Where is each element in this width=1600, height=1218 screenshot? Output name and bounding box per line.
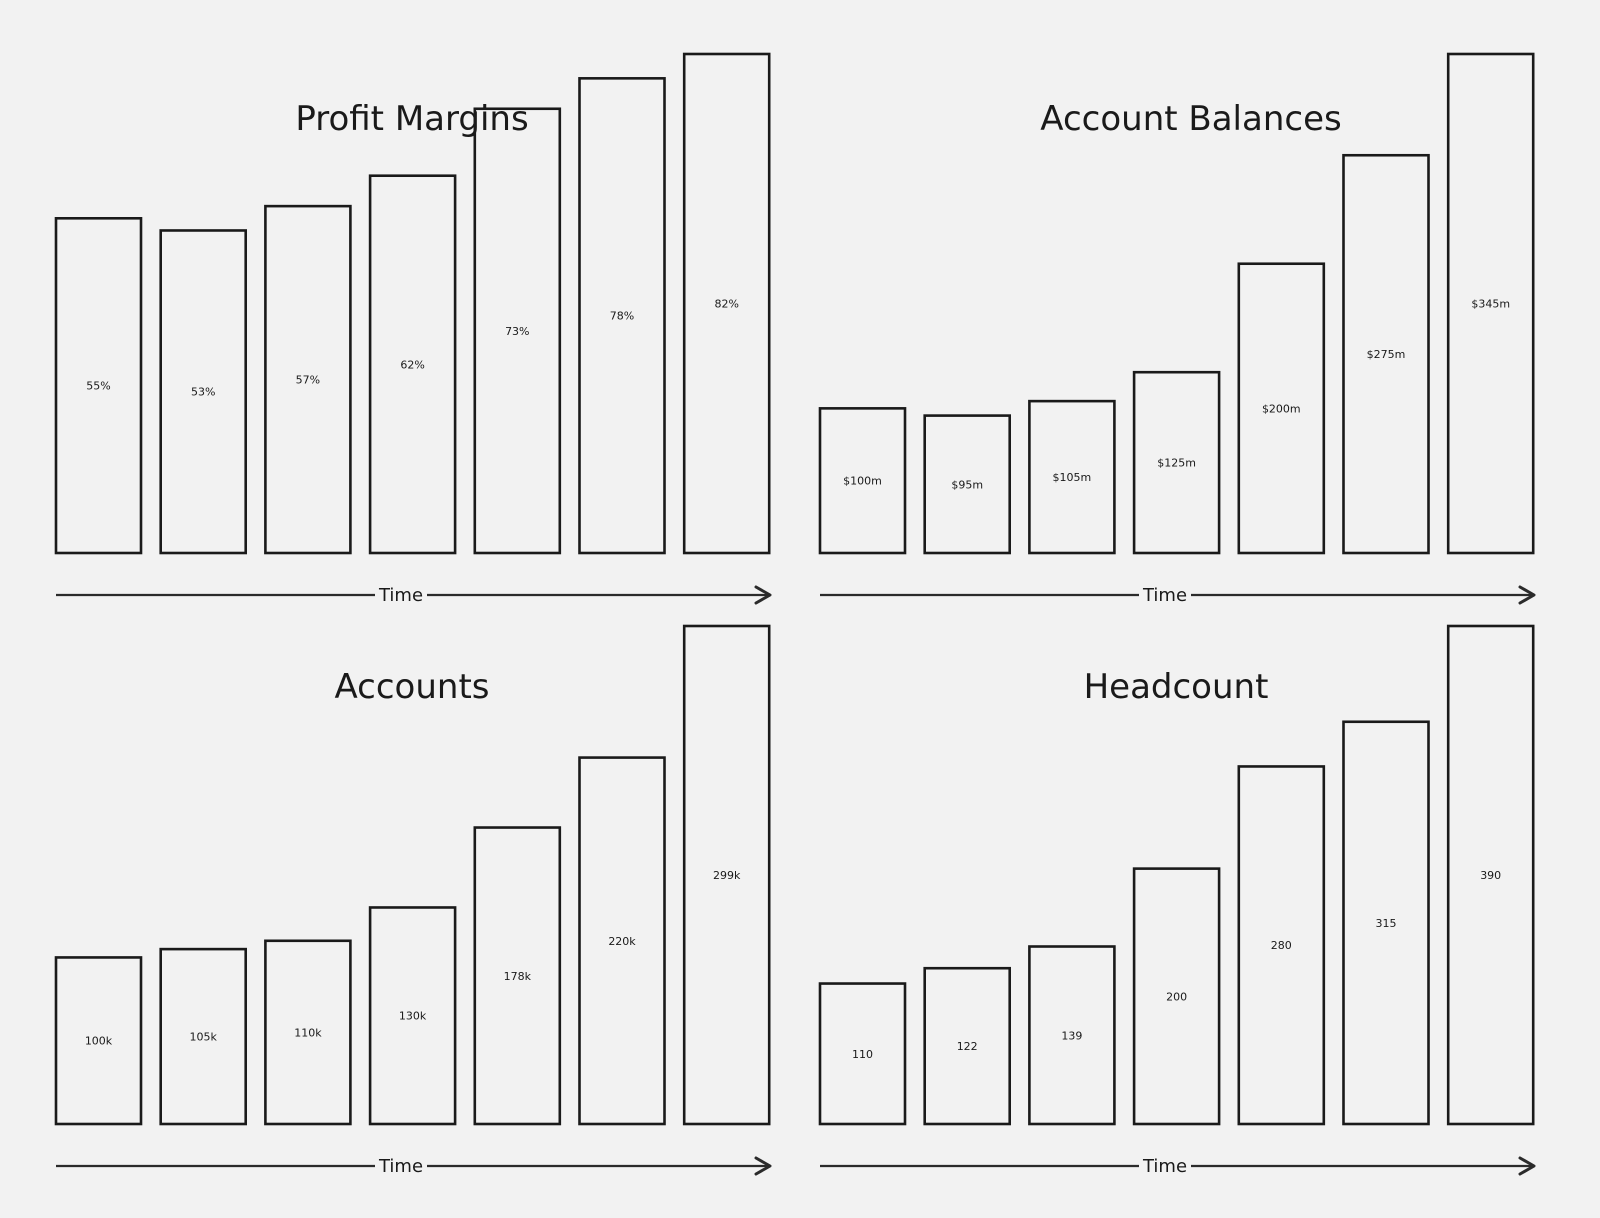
bar-value-label: $95m bbox=[951, 478, 983, 491]
chart-panel-1: Profit Margins 55% 53% 57% 62% 73% 78% 82% Time bbox=[54, 52, 772, 606]
bar-2 bbox=[159, 229, 247, 555]
bar-4 bbox=[1132, 867, 1221, 1126]
bar-4 bbox=[368, 906, 457, 1126]
chart-panel-4: Headcount 110 122 139 200 280 315 390 Time bbox=[818, 624, 1536, 1177]
bar-5 bbox=[473, 826, 562, 1126]
bar-value-label: $100m bbox=[843, 475, 882, 488]
bar-7 bbox=[1446, 624, 1535, 1126]
bar-value-label: $125m bbox=[1157, 457, 1196, 470]
bar-2 bbox=[923, 966, 1012, 1126]
bar-6 bbox=[1342, 720, 1430, 1126]
bar-value-label: 110 bbox=[852, 1048, 873, 1061]
bar-value-label: $105m bbox=[1053, 471, 1092, 484]
bar-value-label: 73% bbox=[505, 325, 529, 338]
bar-value-label: 55% bbox=[86, 380, 110, 393]
bar-value-label: 122 bbox=[957, 1040, 978, 1053]
chart-title: Headcount bbox=[1084, 667, 1269, 707]
bar-6 bbox=[578, 756, 666, 1126]
x-axis-label: Time bbox=[378, 1156, 423, 1177]
bar-3 bbox=[1028, 399, 1116, 555]
bar-value-label: 139 bbox=[1061, 1029, 1082, 1042]
bar-value-label: 315 bbox=[1376, 917, 1397, 930]
arrow-right-icon bbox=[1518, 1156, 1536, 1176]
bar-1 bbox=[818, 407, 907, 555]
bar-6 bbox=[1342, 153, 1430, 555]
bar-3 bbox=[264, 939, 352, 1126]
arrow-right-icon bbox=[754, 1156, 772, 1176]
bar-4 bbox=[368, 174, 457, 555]
bar-value-label: 280 bbox=[1271, 939, 1292, 952]
bar-1 bbox=[54, 956, 143, 1126]
chart-title: Profit Margins bbox=[295, 99, 528, 139]
bar-7 bbox=[1446, 52, 1535, 555]
bar-5 bbox=[473, 107, 562, 555]
bar-6 bbox=[578, 77, 666, 555]
bar-7 bbox=[682, 52, 771, 555]
bar-2 bbox=[923, 414, 1012, 555]
bar-5 bbox=[1237, 765, 1326, 1126]
bar-value-label: $275m bbox=[1367, 348, 1406, 361]
bar-value-label: $200m bbox=[1262, 402, 1301, 415]
bar-4 bbox=[1132, 370, 1221, 555]
chart-panel-2: Account Balances $100m $95m $105m $125m $200m… bbox=[818, 52, 1536, 606]
bar-value-label: 53% bbox=[191, 386, 215, 399]
x-axis-label: Time bbox=[378, 585, 423, 606]
arrow-right-icon bbox=[1518, 585, 1536, 605]
chart-title: Accounts bbox=[335, 667, 490, 707]
bar-value-label: 62% bbox=[400, 358, 424, 371]
bar-value-label: 57% bbox=[296, 374, 320, 387]
chart-panel-3: Accounts 100k 105k 110k 130k 178k 220k 299k Time bbox=[54, 624, 772, 1177]
bar-1 bbox=[54, 217, 143, 555]
bar-3 bbox=[264, 204, 352, 555]
bar-value-label: 105k bbox=[190, 1031, 218, 1044]
x-axis-label: Time bbox=[1142, 585, 1187, 606]
bar-value-label: 100k bbox=[85, 1035, 113, 1048]
bar-value-label: 178k bbox=[504, 970, 532, 983]
bar-value-label: 82% bbox=[714, 298, 738, 311]
x-axis-label: Time bbox=[1142, 1156, 1187, 1177]
chart-title: Account Balances bbox=[1040, 99, 1341, 139]
bar-3 bbox=[1028, 945, 1116, 1126]
bar-value-label: 110k bbox=[294, 1026, 322, 1039]
bar-value-label: 78% bbox=[610, 310, 634, 323]
bar-1 bbox=[818, 982, 907, 1126]
bar-value-label: 200 bbox=[1166, 990, 1187, 1003]
bar-value-label: 299k bbox=[713, 869, 741, 882]
bar-value-label: 220k bbox=[608, 935, 636, 948]
arrow-right-icon bbox=[754, 585, 772, 605]
bar-value-label: 130k bbox=[399, 1010, 427, 1023]
bar-2 bbox=[159, 947, 247, 1126]
bar-7 bbox=[682, 624, 771, 1126]
bar-5 bbox=[1237, 262, 1326, 555]
bar-value-label: $345m bbox=[1471, 298, 1510, 311]
bar-value-label: 390 bbox=[1480, 869, 1501, 882]
